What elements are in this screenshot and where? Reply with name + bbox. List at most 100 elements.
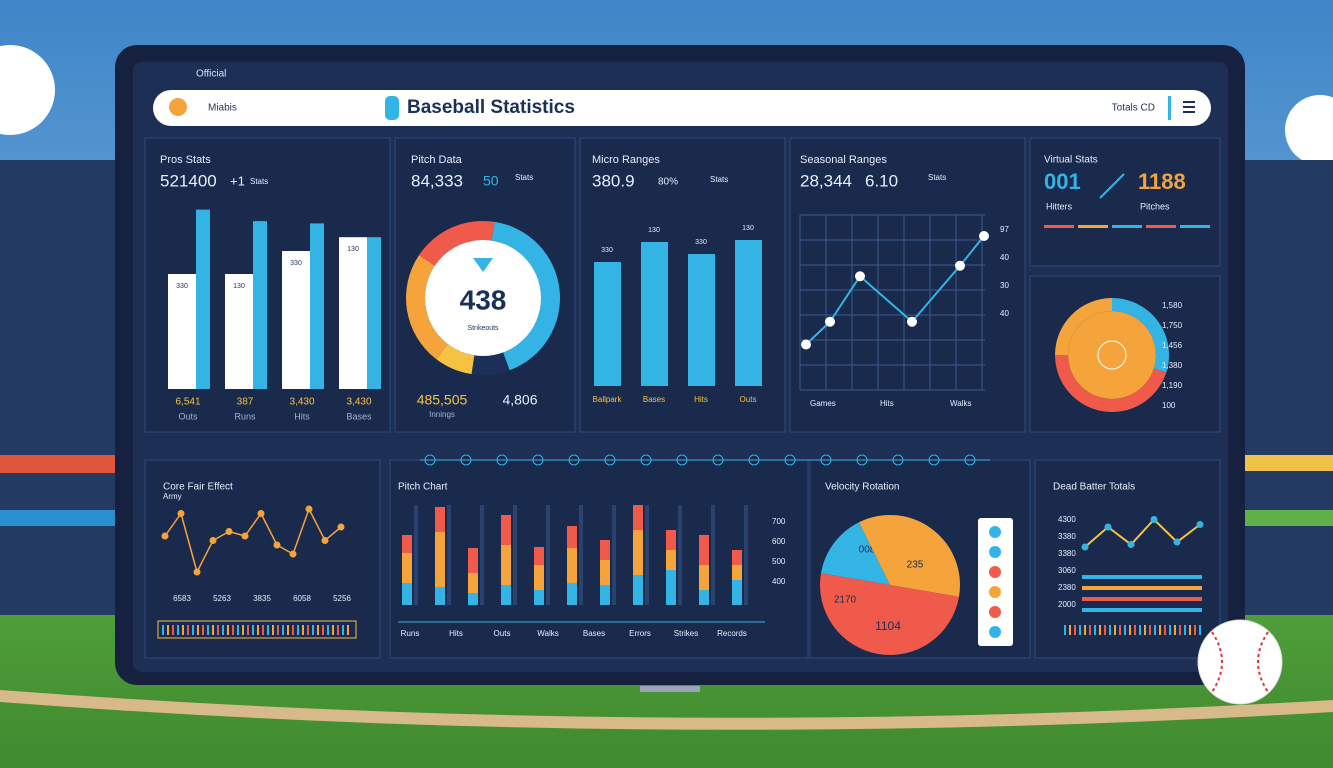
bar-segment: [666, 570, 676, 605]
label: Stats: [710, 175, 728, 184]
label: 3380: [1058, 532, 1076, 541]
bar-shadow: [645, 505, 649, 605]
banner: [0, 455, 118, 473]
strip-tick: [282, 625, 284, 635]
line: [164, 507, 342, 575]
label: 1,580: [1162, 301, 1183, 310]
label: 2380: [1058, 583, 1076, 592]
banner: [1240, 510, 1333, 526]
stripe: [1082, 575, 1202, 579]
strip-tick: [182, 625, 184, 635]
strip-tick: [197, 625, 199, 635]
label: 2000: [1058, 600, 1076, 609]
strip-tick: [237, 625, 239, 635]
label: Stats: [250, 177, 268, 186]
strip-tick: [1179, 625, 1181, 635]
label: 521400: [160, 171, 217, 190]
label: Pitch Data: [411, 154, 463, 166]
strip-tick: [1079, 625, 1081, 635]
bar-segment: [402, 535, 412, 553]
title-icon: [385, 96, 399, 120]
bar-shadow: [612, 505, 616, 605]
bar-segment: [600, 585, 610, 605]
label: Army: [163, 492, 182, 501]
stripe: [1044, 225, 1074, 228]
strip-tick: [1149, 625, 1151, 635]
label: 130: [347, 246, 359, 253]
bar: [735, 240, 762, 386]
segment: [405, 255, 448, 360]
nav-label: Miabis: [208, 103, 237, 114]
legend-box: [978, 518, 1013, 646]
point: [801, 339, 811, 350]
strip-tick: [1174, 625, 1176, 635]
strip-tick: [202, 625, 204, 635]
bar-segment: [501, 515, 511, 545]
label: Stats: [928, 173, 946, 182]
bar-segment: [633, 575, 643, 605]
strip-tick: [242, 625, 244, 635]
bar-segment: [402, 553, 412, 583]
strip-tick: [1099, 625, 1101, 635]
bar: [641, 242, 668, 386]
bar-segment: [567, 548, 577, 583]
strip-tick: [1104, 625, 1106, 635]
strip-tick: [342, 625, 344, 635]
menu-icon[interactable]: [1183, 101, 1195, 113]
bar-segment: [435, 587, 445, 605]
label: 80%: [658, 177, 678, 188]
strip-tick: [1119, 625, 1121, 635]
label: 130: [648, 227, 660, 234]
strip-tick: [1064, 625, 1066, 635]
strip-tick: [1159, 625, 1161, 635]
label: Strikes: [674, 629, 698, 638]
label: Core Fair Effect: [163, 482, 233, 493]
label: Hits: [694, 395, 708, 404]
label: 4300: [1058, 515, 1076, 524]
bar-segment: [435, 532, 445, 587]
label: +1: [230, 173, 245, 188]
point: [305, 505, 313, 513]
strip-tick: [1189, 625, 1191, 635]
strip: [157, 620, 357, 639]
legend-dot: [989, 606, 1001, 618]
label: 30: [1000, 281, 1009, 290]
legend-dot: [989, 626, 1001, 638]
stripe: [1078, 225, 1108, 228]
bar-segment: [666, 550, 676, 570]
bar-shadow: [711, 505, 715, 605]
strip-tick: [1134, 625, 1136, 635]
panel: [789, 137, 1026, 433]
label: Stats: [515, 173, 533, 182]
strip-tick: [247, 625, 249, 635]
strip-tick: [217, 625, 219, 635]
label: 6,541: [175, 397, 200, 408]
label: 3,430: [346, 397, 371, 408]
bar-segment: [699, 565, 709, 590]
strip-tick: [1074, 625, 1076, 635]
strip-tick: [322, 625, 324, 635]
bar: [253, 221, 267, 389]
strip-tick: [252, 625, 254, 635]
bar-segment: [633, 530, 643, 575]
label: 130: [233, 283, 245, 290]
strip-tick: [337, 625, 339, 635]
bar: [367, 237, 381, 389]
point: [1196, 521, 1204, 528]
point: [337, 523, 345, 531]
label: 330: [695, 239, 707, 246]
bar: [310, 223, 324, 389]
strip-tick: [297, 625, 299, 635]
bar-segment: [534, 565, 544, 590]
label: Bases: [583, 629, 605, 638]
top-bar: [153, 90, 1211, 126]
baseball: [1197, 619, 1283, 705]
label: 97: [1000, 225, 1009, 234]
label: 5263: [213, 594, 231, 603]
label: 400: [772, 577, 786, 586]
stands-right: [1240, 160, 1333, 620]
label: 5256: [333, 594, 351, 603]
slice: [859, 515, 960, 597]
strip-tick: [327, 625, 329, 635]
